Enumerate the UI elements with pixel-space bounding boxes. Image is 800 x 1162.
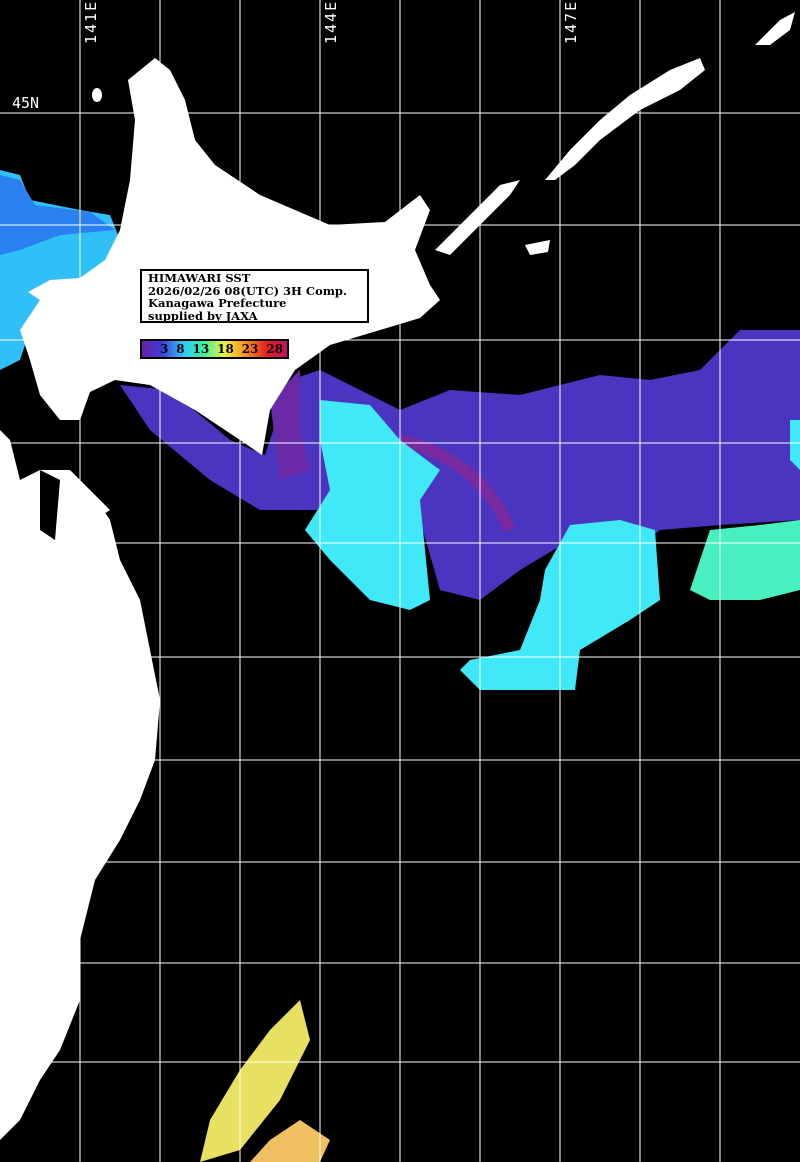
- datetime: 2026/02/26 08(UTC) 3H Comp.: [148, 283, 347, 298]
- land-shikotan: [525, 240, 550, 255]
- sst-cyan-region-center: [305, 400, 440, 610]
- product-title: HIMAWARI SST: [148, 271, 251, 285]
- sst-cyan-east-edge: [790, 420, 800, 470]
- land-hokkaido: [20, 58, 440, 455]
- longitude-label-144e: 144E: [322, 0, 340, 44]
- sst-warm-region-south-2: [250, 1120, 330, 1162]
- land-shimokita: [60, 490, 110, 520]
- credit: supplied by JAXA: [148, 308, 258, 323]
- land-detail: [40, 470, 60, 540]
- organization: Kanagawa Prefecture: [148, 296, 287, 310]
- latitude-label-45n: 45N: [12, 94, 40, 112]
- colorbar-tick: 23: [241, 342, 259, 356]
- land-kunashiri: [435, 180, 520, 255]
- colorbar-tick: 3: [159, 342, 169, 356]
- longitude-label-141e: 141E: [82, 0, 100, 44]
- info-box: HIMAWARI SST 2026/02/26 08(UTC) 3H Comp.…: [140, 269, 369, 323]
- colorbar-tick: 28: [266, 342, 284, 356]
- longitude-label-147e: 147E: [562, 0, 580, 44]
- colorbar-tick: 13: [192, 342, 210, 356]
- land-etorofu: [545, 58, 705, 180]
- colorbar-tick: 8: [176, 342, 185, 356]
- sst-purple-dark-band: [270, 370, 310, 480]
- land-rishiri: [92, 88, 102, 102]
- color-scale-legend: 3 8 13 18 23 28: [140, 339, 289, 359]
- land-urup: [755, 12, 795, 45]
- colorbar-tick: 18: [217, 342, 234, 356]
- sst-purple-arc: [398, 434, 516, 533]
- sst-cold-region-west-2: [0, 175, 115, 255]
- sst-green-region-east: [690, 520, 800, 600]
- sst-warm-region-south: [200, 1000, 310, 1162]
- lake: [40, 470, 60, 540]
